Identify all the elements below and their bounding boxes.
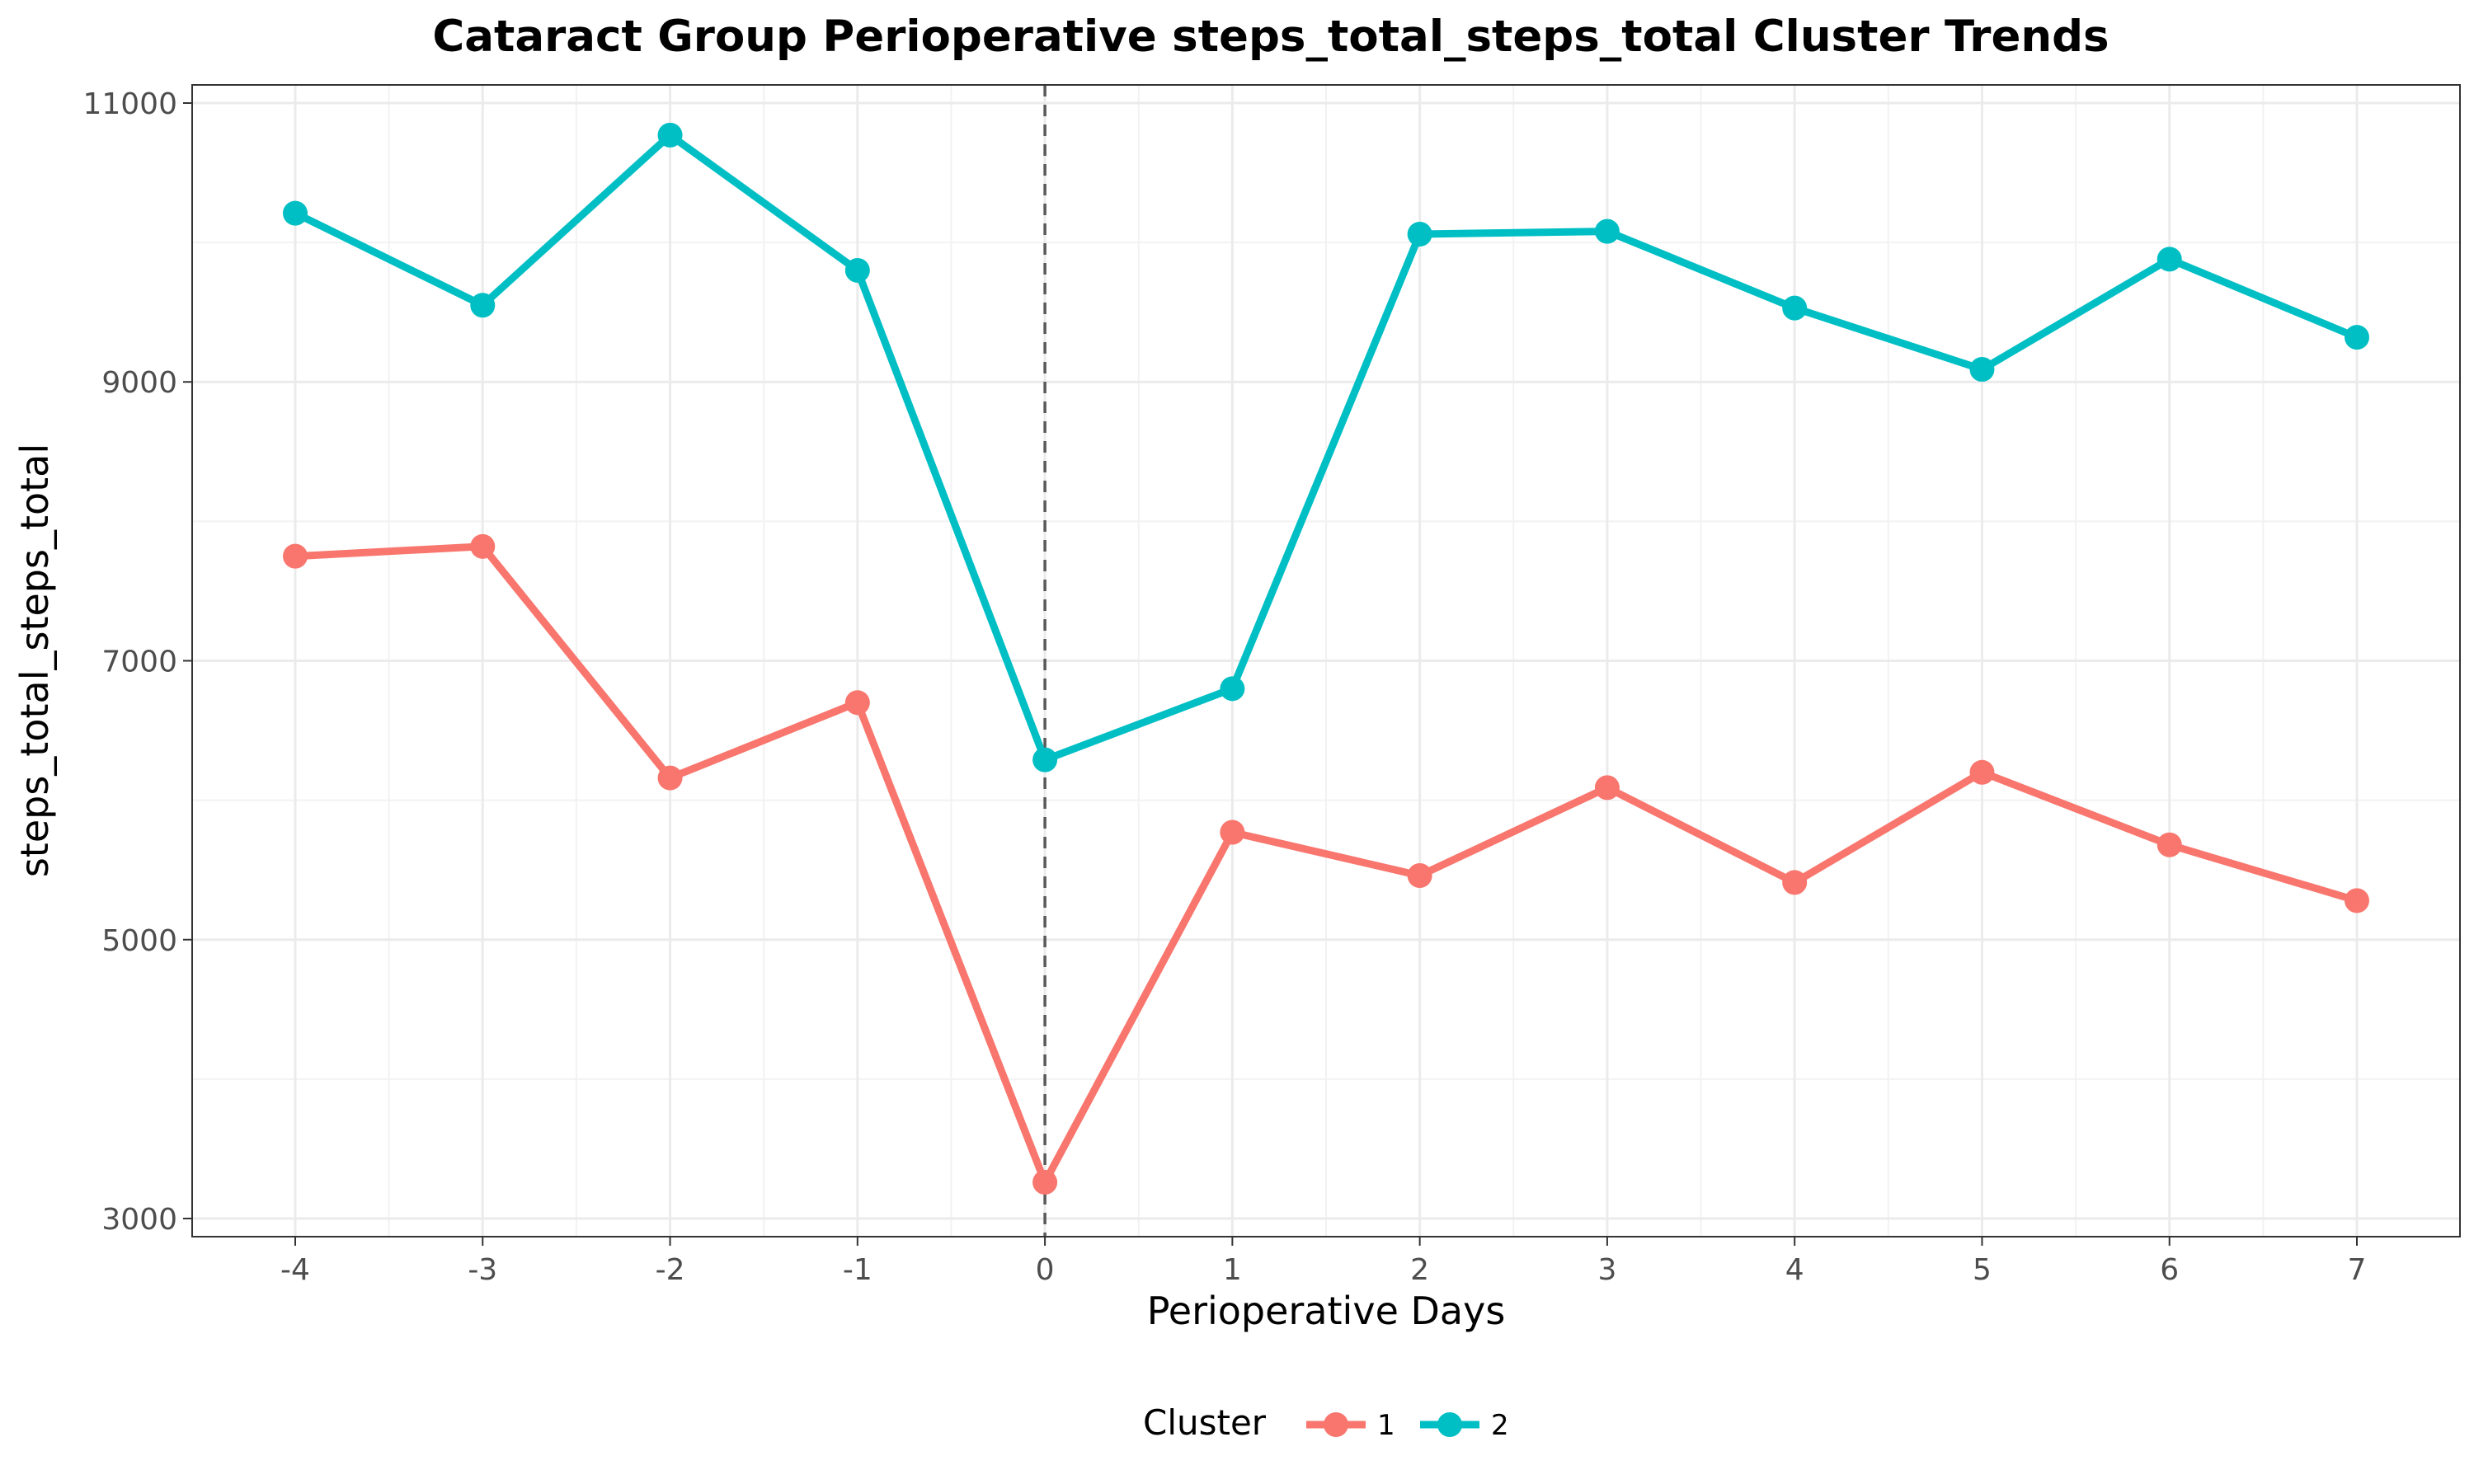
x-tick-label: -3: [468, 1253, 497, 1287]
y-tick-label: 7000: [101, 646, 177, 679]
data-point-cluster-1: [1782, 870, 1808, 895]
x-tick-label: -4: [280, 1253, 310, 1287]
legend-label-cluster-2: 2: [1491, 1409, 1509, 1442]
data-point-cluster-2: [1032, 747, 1058, 773]
x-axis: -4 -3 -2 -1 0 1 2 3 4 5 6 7: [280, 1237, 2366, 1287]
data-point-cluster-2: [1969, 357, 1995, 383]
major-gridlines: [192, 85, 2460, 1237]
legend-label-cluster-1: 1: [1377, 1409, 1395, 1442]
data-point-cluster-2: [2157, 247, 2182, 272]
x-tick-label: -2: [656, 1253, 685, 1287]
series-line-cluster-1: [291, 542, 2361, 1186]
data-point-cluster-2: [1407, 221, 1432, 247]
data-point-cluster-2: [2345, 325, 2369, 350]
x-tick-label: 7: [2348, 1253, 2367, 1287]
x-tick-label: 2: [1410, 1253, 1429, 1287]
y-tick-label: 5000: [101, 924, 177, 958]
legend-title: Cluster: [1143, 1402, 1267, 1443]
legend-key-point-cluster-1: [1324, 1412, 1348, 1437]
data-point-cluster-1: [1220, 819, 1245, 845]
x-tick-label: -1: [843, 1253, 872, 1287]
data-point-cluster-2: [1782, 295, 1808, 321]
data-point-cluster-1: [657, 765, 683, 791]
data-point-cluster-1: [1407, 862, 1432, 888]
data-point-cluster-2: [657, 122, 683, 148]
data-point-cluster-1: [1594, 775, 1620, 801]
y-axis-title: steps_total_steps_total: [12, 444, 57, 877]
data-point-cluster-1: [470, 533, 496, 559]
series-line-cluster-2: [291, 131, 2361, 764]
y-tick-label: 9000: [101, 366, 177, 400]
y-axis: 3000 5000 7000 9000 11000: [82, 87, 192, 1237]
data-point-cluster-1: [844, 690, 870, 716]
series-layer: [283, 122, 2369, 1195]
data-point-cluster-1: [283, 543, 308, 569]
data-point-cluster-1: [1032, 1170, 1058, 1195]
x-tick-label: 3: [1597, 1253, 1616, 1287]
y-tick-label: 3000: [101, 1203, 177, 1237]
y-tick-label: 11000: [82, 87, 177, 121]
data-point-cluster-2: [844, 257, 870, 283]
data-point-cluster-2: [470, 293, 496, 318]
data-point-cluster-1: [2157, 832, 2182, 857]
x-tick-label: 5: [1973, 1253, 1992, 1287]
chart-title: Cataract Group Perioperative steps_total…: [432, 12, 2109, 62]
x-tick-label: 0: [1036, 1253, 1055, 1287]
data-point-cluster-1: [1969, 759, 1995, 785]
x-tick-label: 4: [1785, 1253, 1804, 1287]
x-tick-label: 6: [2160, 1253, 2179, 1287]
data-point-cluster-2: [1220, 676, 1245, 702]
legend-key-point-cluster-2: [1437, 1412, 1462, 1437]
data-point-cluster-2: [283, 200, 308, 226]
legend: Cluster 1 2: [1143, 1402, 1509, 1443]
x-tick-label: 1: [1223, 1253, 1242, 1287]
data-point-cluster-1: [2345, 888, 2369, 913]
x-axis-title: Perioperative Days: [1147, 1289, 1506, 1333]
data-point-cluster-2: [1594, 218, 1620, 244]
